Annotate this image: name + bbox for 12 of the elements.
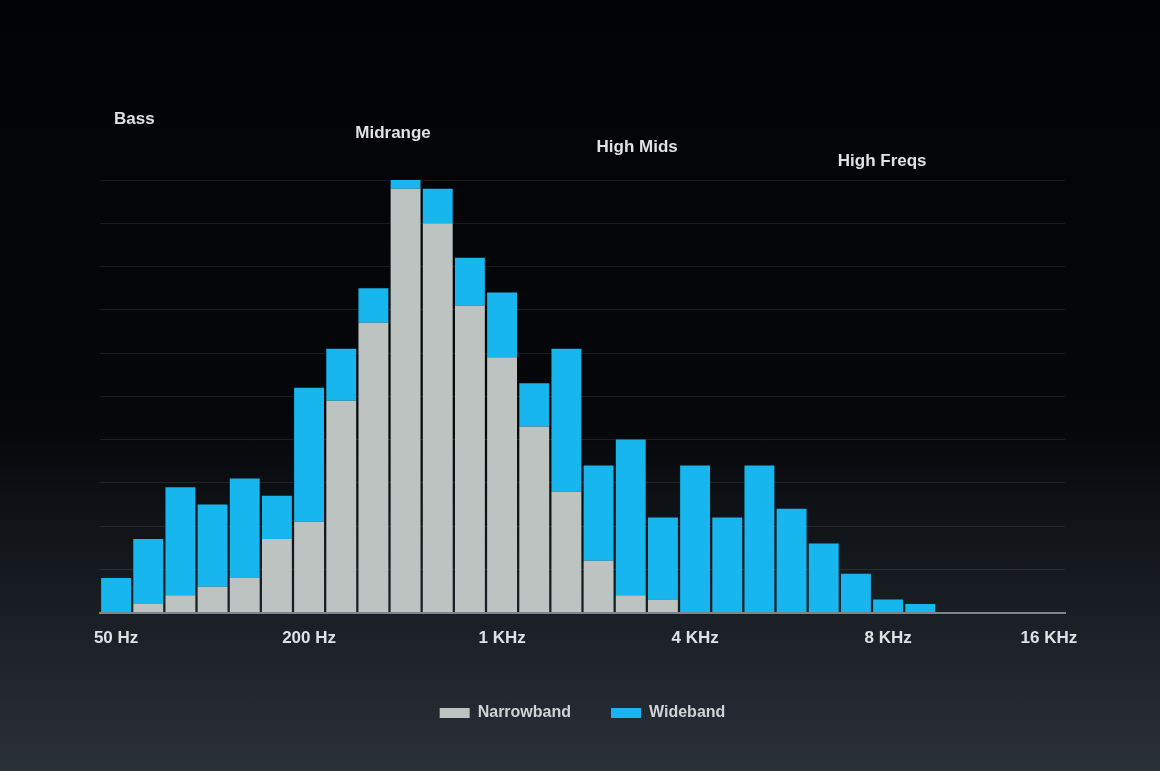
text: High Freqs	[837, 151, 927, 171]
x-tick-label: 8 KHz	[864, 628, 912, 648]
text: High Mids	[596, 137, 678, 157]
x-tick-label: 50 Hz	[93, 628, 139, 648]
text: Bass	[114, 109, 155, 129]
x-tick-label: 1 KHz	[478, 628, 526, 648]
x-tick-label: 200 Hz	[282, 628, 337, 648]
x-tick-label: 4 KHz	[671, 628, 719, 648]
legend-label: Wideband	[649, 703, 726, 721]
legend-label: Narrowband	[477, 703, 572, 721]
x-tick-label: 16 KHz	[1020, 628, 1078, 648]
text: Midrange	[355, 123, 431, 143]
